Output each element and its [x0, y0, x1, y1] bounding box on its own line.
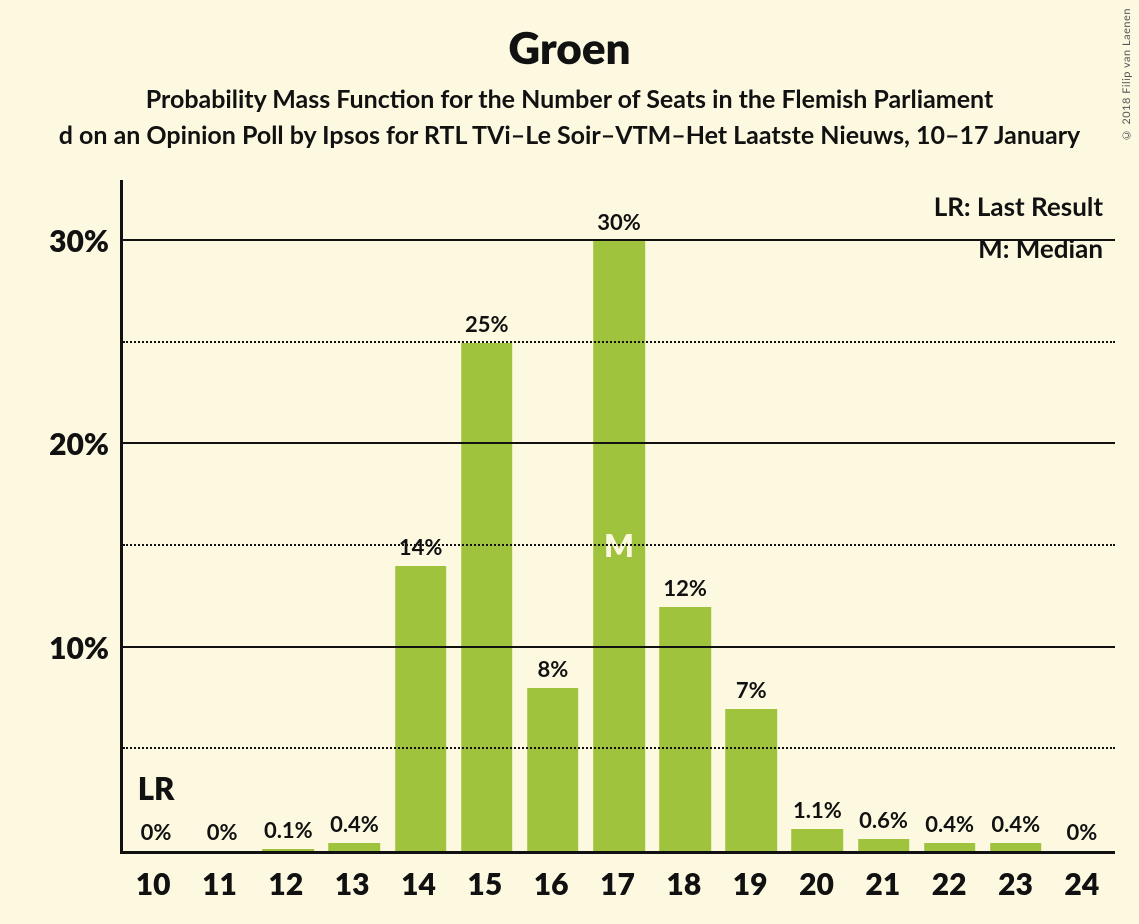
bar [858, 839, 910, 851]
grid-minor [123, 747, 1115, 749]
y-tick-label: 30% [49, 223, 109, 259]
bar [461, 343, 513, 851]
grid-major: 20% [123, 442, 1115, 444]
bar-slot: 0% [189, 180, 255, 851]
bar-slot: 0.6% [850, 180, 916, 851]
bar [990, 843, 1042, 851]
x-tick-label: 24 [1064, 866, 1099, 902]
y-tick-label: 10% [49, 630, 109, 666]
bar [395, 566, 447, 851]
bar-value-label: 12% [663, 574, 707, 601]
bar [924, 843, 976, 851]
bar-slot: 0.1% [255, 180, 321, 851]
x-tick-label: 18 [666, 866, 701, 902]
bar-value-label: 0.1% [264, 816, 313, 843]
bar-slot: 0.4% [983, 180, 1049, 851]
bar-slot: 0.4% [917, 180, 983, 851]
bar-value-label: 0% [1067, 818, 1098, 845]
x-tick-label: 14 [401, 866, 436, 902]
bar [659, 607, 711, 851]
chart-title: Groen [0, 0, 1139, 74]
y-tick-label: 20% [49, 426, 109, 462]
bar-slot: 0.4% [321, 180, 387, 851]
bar [329, 843, 381, 851]
copyright-text: © 2018 Filip van Laenen [1120, 8, 1133, 141]
bar-value-label: 7% [736, 676, 767, 703]
bar-slot: 1.1% [784, 180, 850, 851]
bar [725, 709, 777, 851]
bar-value-label: 25% [465, 310, 509, 337]
bar-value-label: 0.4% [991, 810, 1040, 837]
bar-slot: 14% [388, 180, 454, 851]
grid-major: 10% [123, 646, 1115, 648]
bar [263, 849, 315, 851]
x-tick-label: 16 [534, 866, 569, 902]
bar-value-label: 1.1% [793, 796, 842, 823]
bar-slot: 8% [520, 180, 586, 851]
x-tick-label: 21 [865, 866, 900, 902]
x-tick-label: 23 [998, 866, 1033, 902]
chart-subtitle2: d on an Opinion Poll by Ipsos for RTL TV… [0, 120, 1139, 150]
bar-value-label: 0% [207, 818, 238, 845]
bar-value-label: 30% [597, 208, 641, 235]
bar-slot: 12% [652, 180, 718, 851]
x-tick-label: 17 [600, 866, 635, 902]
x-tick-label: 10 [136, 866, 171, 902]
bar-value-label: 0.4% [925, 810, 974, 837]
x-tick-label: 20 [799, 866, 834, 902]
bar [527, 688, 579, 851]
bar [792, 829, 844, 851]
x-tick-label: 15 [467, 866, 502, 902]
bar-slot: 0% [1049, 180, 1115, 851]
bar-slot: 7% [718, 180, 784, 851]
bar-value-label: 0.4% [330, 810, 379, 837]
grid-major: 30% [123, 239, 1115, 241]
bar-slot: 0% LR [123, 180, 189, 851]
chart-subtitle: Probability Mass Function for the Number… [0, 84, 1139, 114]
x-tick-label: 12 [268, 866, 303, 902]
grid-minor [123, 544, 1115, 546]
bar-slot: 30%M [586, 180, 652, 851]
x-tick-label: 13 [335, 866, 370, 902]
x-tick-label: 11 [202, 866, 237, 902]
plot-area: LR: Last Result M: Median 0%LR0%0.1%0.4%… [120, 180, 1115, 854]
x-tick-label: 22 [932, 866, 967, 902]
bar-value-label: 0.6% [859, 806, 908, 833]
bar-value-label: 14% [399, 533, 443, 560]
bar-slot: 25% [454, 180, 520, 851]
grid-minor [123, 341, 1115, 343]
bar-value-label: 8% [537, 655, 568, 682]
bars-container: 0% LR 0% 0.1% 0.4% 14% 25% 8% 30%M 12% 7% 1.1% 0.6% 0… [123, 180, 1115, 851]
bar-value-label: 0% [141, 818, 172, 845]
x-labels: 10 11 12 13 14 15 16 17 18 19 20 21 22 23 24 [120, 866, 1115, 906]
last-result-marker: LR [138, 769, 175, 807]
x-tick-label: 19 [733, 866, 768, 902]
